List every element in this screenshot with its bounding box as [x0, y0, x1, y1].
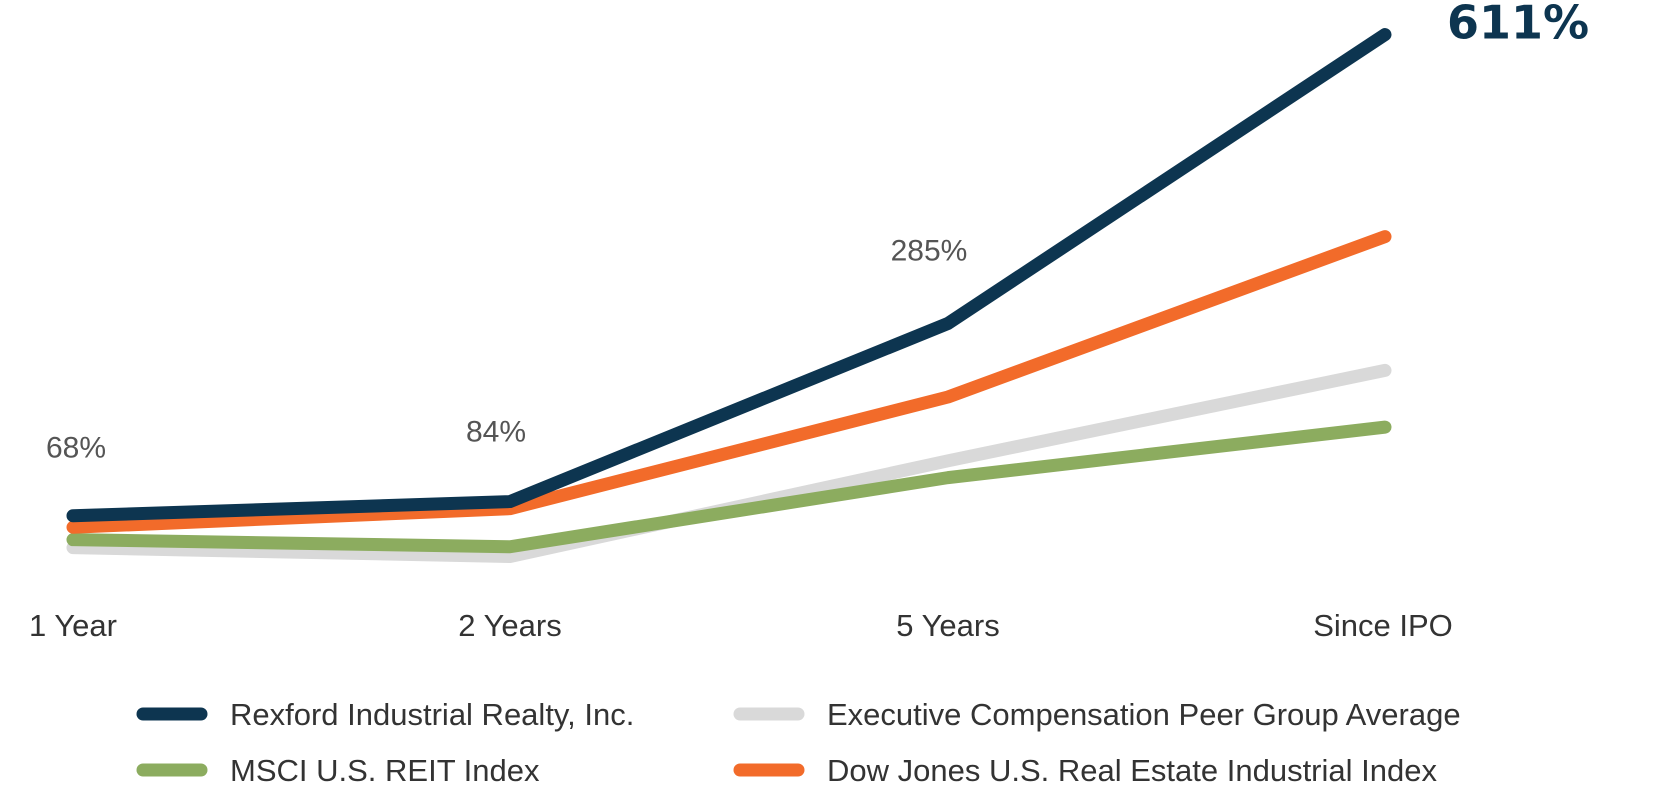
legend-item-1: Executive Compensation Peer Group Averag…	[733, 697, 1461, 732]
legend-label-0: Rexford Industrial Realty, Inc.	[230, 697, 634, 732]
series-line-1	[66, 363, 1392, 564]
series-lines	[66, 28, 1392, 564]
x-tick-label-0: 1 Year	[29, 608, 117, 643]
data-label-3: 611%	[1447, 0, 1589, 50]
legend-item-3: Dow Jones U.S. Real Estate Industrial In…	[733, 753, 1437, 788]
legend-label-1: Executive Compensation Peer Group Averag…	[827, 697, 1461, 732]
legend: Rexford Industrial Realty, Inc. Executive…	[136, 697, 1461, 788]
data-label-2: 285%	[891, 234, 968, 267]
x-tick-label-3: Since IPO	[1313, 608, 1453, 643]
data-label-1: 84%	[466, 416, 526, 449]
legend-item-2: MSCI U.S. REIT Index	[136, 753, 540, 788]
series-line-2	[66, 420, 1392, 554]
series-line-3	[66, 230, 1392, 534]
series-line-0	[66, 28, 1392, 523]
x-axis-ticks: 1 Year 2 Years 5 Years Since IPO	[29, 608, 1453, 643]
legend-label-2: MSCI U.S. REIT Index	[230, 753, 540, 788]
legend-item-0: Rexford Industrial Realty, Inc.	[136, 697, 634, 732]
data-label-0: 68%	[46, 432, 106, 465]
legend-label-3: Dow Jones U.S. Real Estate Industrial In…	[827, 753, 1437, 788]
x-tick-label-2: 5 Years	[896, 608, 999, 643]
x-tick-label-1: 2 Years	[458, 608, 561, 643]
data-labels: 68% 84% 285% 611%	[46, 0, 1589, 465]
